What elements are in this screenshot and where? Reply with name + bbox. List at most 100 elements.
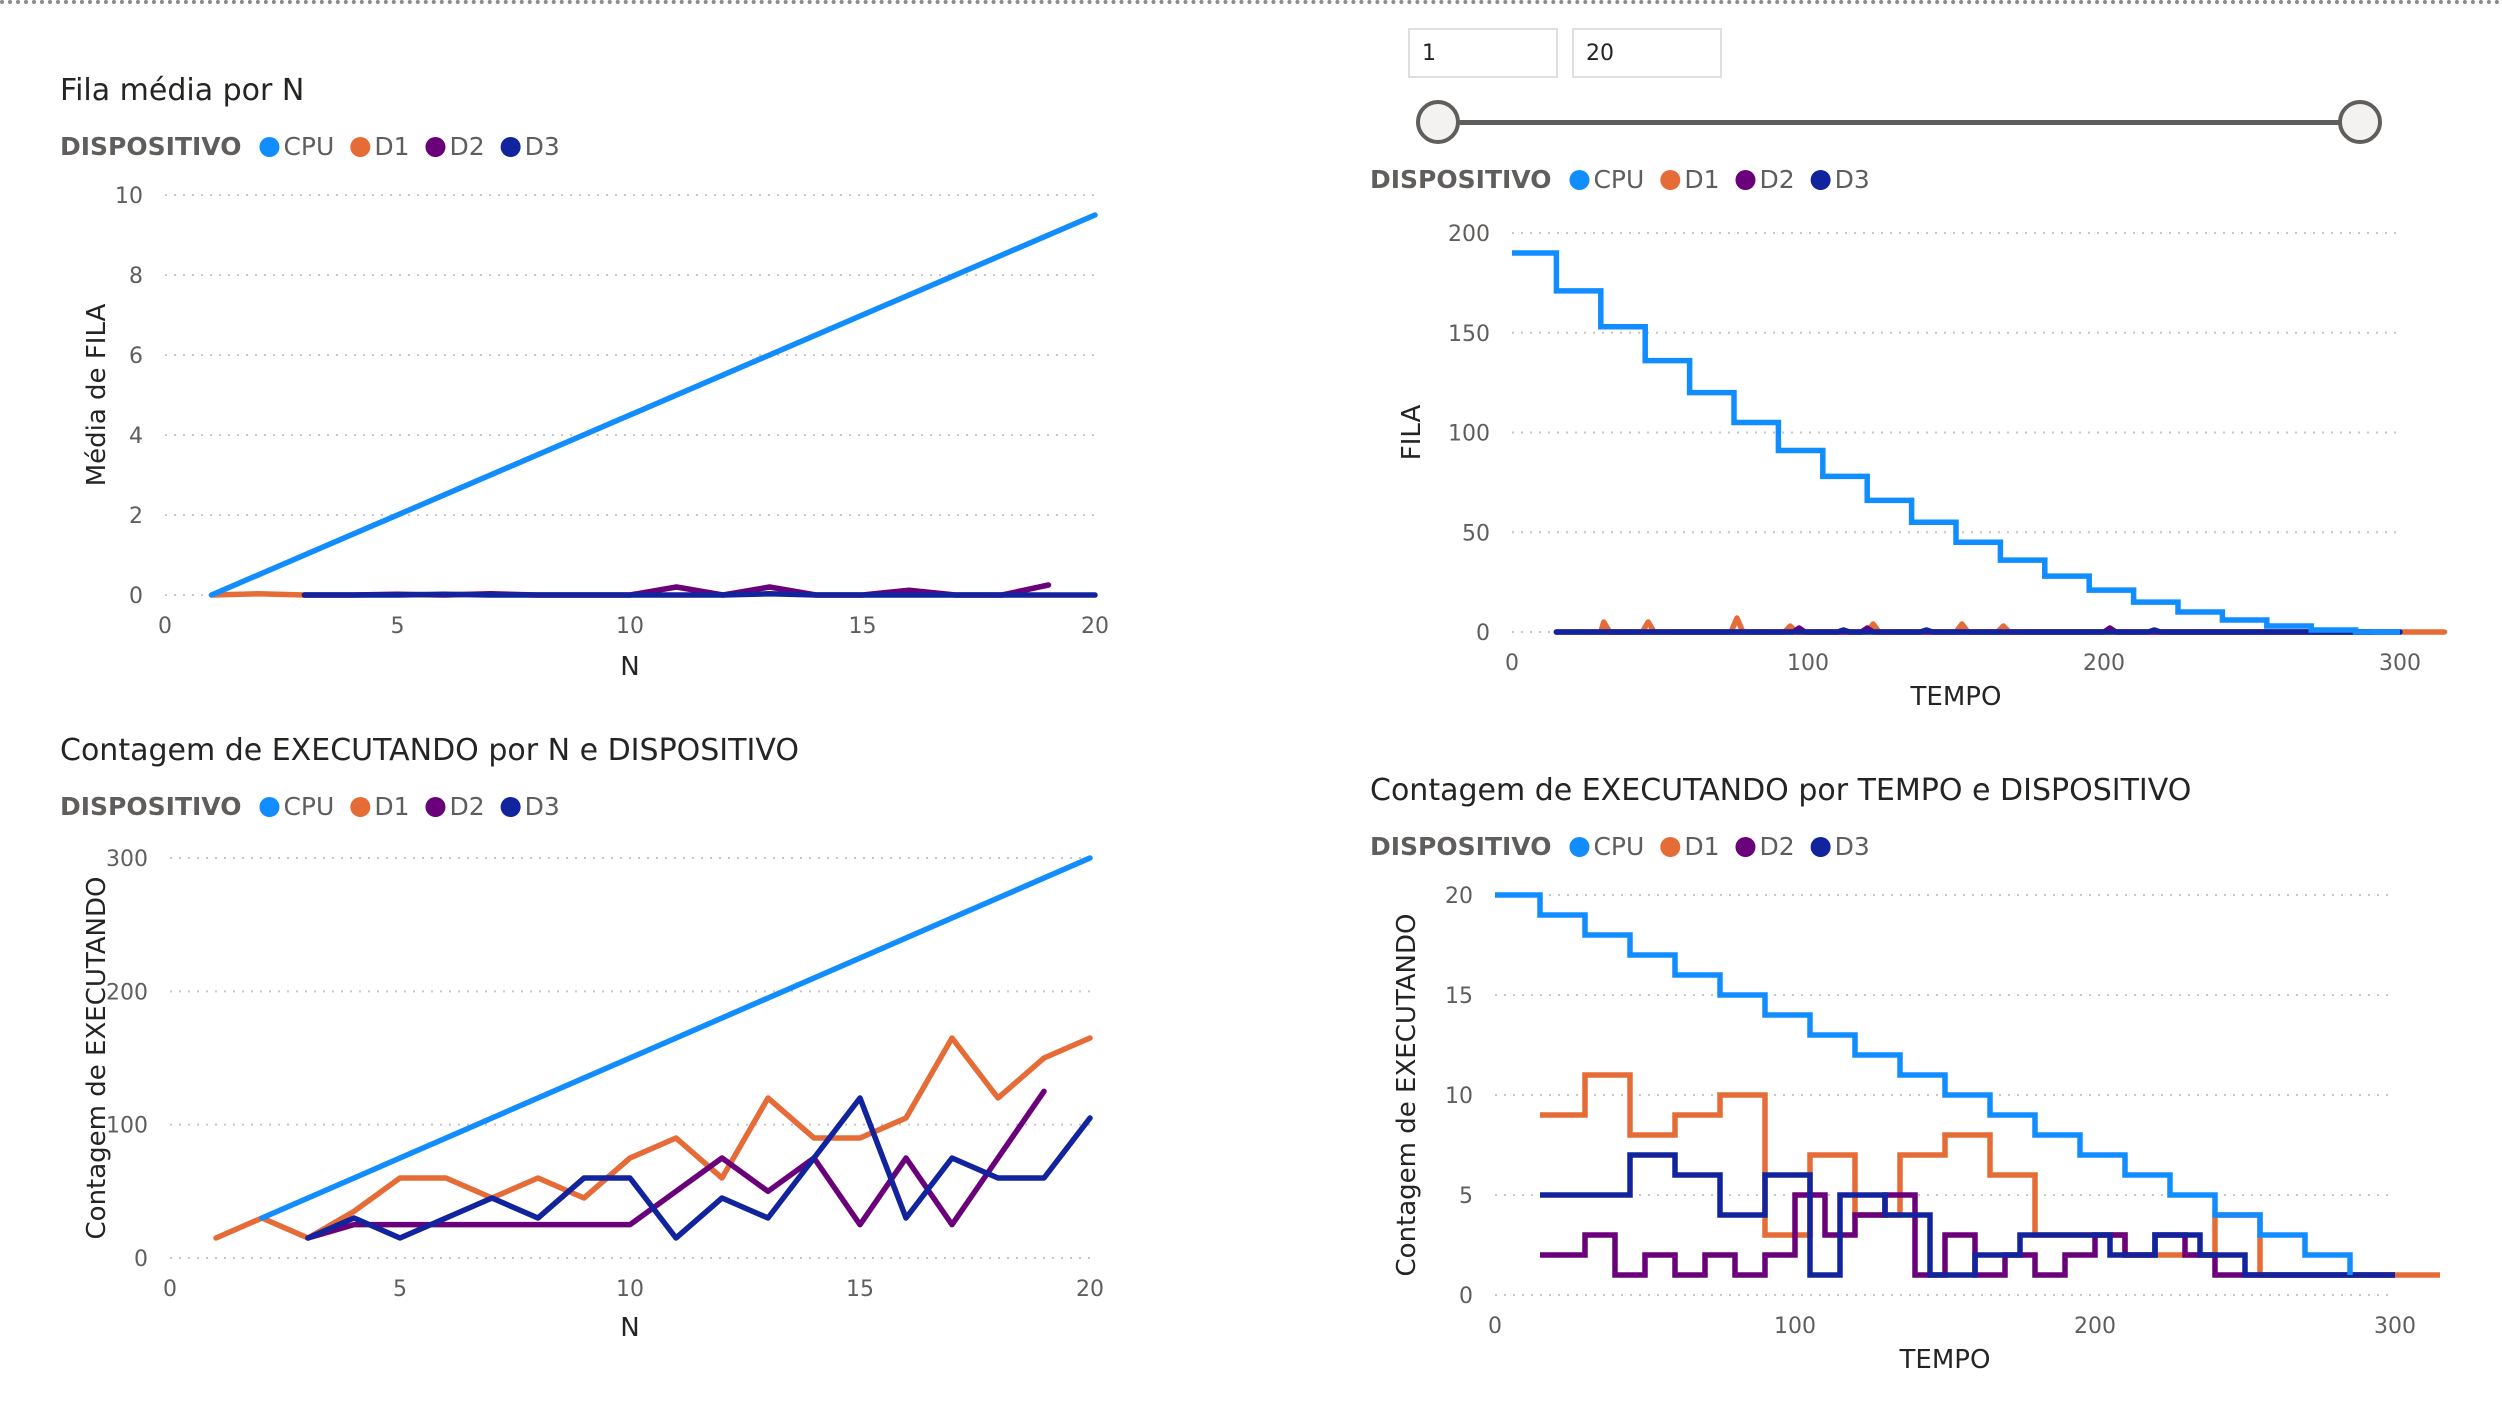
series-line-cpu[interactable] <box>1495 892 2353 1275</box>
legend-item-d2[interactable]: D2 <box>1759 832 1794 861</box>
series-line-d3[interactable] <box>301 591 1098 598</box>
legend-marker-cpu <box>1569 837 1590 857</box>
y-tick-label: 300 <box>106 847 148 872</box>
series-line-cpu[interactable] <box>1512 250 2400 635</box>
y-axis-title: Média de FILA <box>82 303 112 486</box>
chart-fila-media-por-n: Fila média por N DISPOSITIVO CPU D1 D2 D3 0 2 4 6… <box>60 55 1120 695</box>
y-tick-label: 15 <box>1445 984 1473 1009</box>
x-tick-label: 300 <box>2374 1314 2416 1339</box>
slicer-min-handle[interactable] <box>1416 100 1460 144</box>
y-tick-label: 2 <box>129 504 143 529</box>
legend-item-d3[interactable]: D3 <box>1835 165 1870 194</box>
x-tick-label: 10 <box>616 1277 644 1302</box>
y-tick-label: 6 <box>129 344 143 369</box>
chart-title: Fila média por N <box>60 73 304 108</box>
x-tick-label: 20 <box>1076 1277 1104 1302</box>
legend-marker-d3 <box>1810 837 1831 857</box>
y-tick-label: 8 <box>129 264 143 289</box>
slicer-max-input[interactable] <box>1572 28 1722 78</box>
legend-marker-d1 <box>350 797 371 817</box>
legend-marker-d2 <box>1735 170 1756 190</box>
x-tick-label: 0 <box>1505 651 1519 676</box>
legend-title: DISPOSITIVO <box>60 792 241 821</box>
slicer-min-input[interactable] <box>1408 28 1558 78</box>
y-tick-label: 4 <box>129 424 143 449</box>
legend-item-d2[interactable]: D2 <box>1759 165 1794 194</box>
series-line-d3[interactable] <box>1540 1152 2395 1278</box>
slicer-track[interactable] <box>1438 120 2362 125</box>
x-tick-label: 300 <box>2379 651 2421 676</box>
y-tick-label: 200 <box>106 980 148 1005</box>
legend-marker-d3 <box>500 797 521 817</box>
y-tick-label: 200 <box>1448 222 1490 247</box>
x-tick-label: 200 <box>2083 651 2125 676</box>
y-axis-title: Contagem de EXECUTANDO <box>82 877 112 1240</box>
legend-item-cpu[interactable]: CPU <box>1593 165 1644 194</box>
legend-title: DISPOSITIVO <box>1370 832 1551 861</box>
series-line-d1[interactable] <box>208 591 308 598</box>
legend-marker-d1 <box>1660 837 1681 857</box>
legend-item-d1[interactable]: D1 <box>374 792 409 821</box>
y-tick-label: 50 <box>1462 521 1490 546</box>
x-axis-title: TEMPO <box>1910 682 2002 712</box>
series-line-cpu[interactable] <box>208 212 1098 598</box>
x-axis-title: N <box>620 652 639 682</box>
legend-marker-cpu <box>1569 170 1590 190</box>
legend-marker-d3 <box>1810 170 1831 190</box>
series-line-d2[interactable] <box>305 1088 1047 1241</box>
x-tick-label: 0 <box>163 1277 177 1302</box>
legend-marker-d2 <box>1735 837 1756 857</box>
legend-item-d1[interactable]: D1 <box>1684 832 1719 861</box>
y-tick-label: 0 <box>1476 621 1490 646</box>
x-tick-label: 10 <box>616 614 644 639</box>
legend-item-cpu[interactable]: CPU <box>283 132 334 161</box>
legend-item-d3[interactable]: D3 <box>525 792 560 821</box>
x-tick-label: 15 <box>849 614 877 639</box>
series-line-d3[interactable] <box>1553 627 2403 635</box>
y-tick-label: 20 <box>1445 884 1473 909</box>
x-tick-label: 100 <box>1774 1314 1816 1339</box>
x-tick-label: 5 <box>393 1277 407 1302</box>
legend-marker-d3 <box>500 137 521 157</box>
contagem-executando-por-tempo-svg: Contagem de EXECUTANDO por TEMPO e DISPO… <box>1370 773 2440 1375</box>
y-axis-title: FILA <box>1397 405 1427 461</box>
x-tick-label: 5 <box>391 614 405 639</box>
y-tick-label: 150 <box>1448 322 1490 347</box>
legend-marker-cpu <box>259 137 280 157</box>
chart-fila-por-tempo: DISPOSITIVO CPU D1 D2 D3 0 50 100 150 200 0 100 200 3… <box>1370 150 2448 720</box>
legend-item-d1[interactable]: D1 <box>1684 165 1719 194</box>
x-tick-label: 100 <box>1787 651 1829 676</box>
series-line-d3[interactable] <box>305 1095 1093 1241</box>
legend-title: DISPOSITIVO <box>1370 165 1551 194</box>
x-axis-title: N <box>620 1313 639 1343</box>
y-tick-label: 0 <box>129 584 143 609</box>
legend-item-d2[interactable]: D2 <box>449 792 484 821</box>
y-tick-label: 0 <box>1459 1284 1473 1309</box>
legend-marker-d2 <box>425 137 446 157</box>
legend-title: DISPOSITIVO <box>60 132 241 161</box>
report-top-border <box>0 0 2502 4</box>
chart-contagem-executando-por-n: Contagem de EXECUTANDO por N e DISPOSITI… <box>60 720 1120 1360</box>
y-tick-label: 5 <box>1459 1184 1473 1209</box>
x-axis-title: TEMPO <box>1899 1345 1991 1375</box>
y-tick-label: 10 <box>115 184 143 209</box>
slicer-max-handle[interactable] <box>2338 100 2382 144</box>
y-tick-label: 10 <box>1445 1084 1473 1109</box>
legend-item-d3[interactable]: D3 <box>525 132 560 161</box>
chart-title: Contagem de EXECUTANDO por TEMPO e DISPO… <box>1370 773 2191 808</box>
chart-contagem-executando-por-tempo: Contagem de EXECUTANDO por TEMPO e DISPO… <box>1370 760 2440 1400</box>
legend-item-d1[interactable]: D1 <box>374 132 409 161</box>
chart-title: Contagem de EXECUTANDO por N e DISPOSITI… <box>60 733 799 768</box>
x-tick-label: 200 <box>2074 1314 2116 1339</box>
legend-item-d2[interactable]: D2 <box>449 132 484 161</box>
legend-item-cpu[interactable]: CPU <box>1593 832 1644 861</box>
series-line-d1[interactable] <box>213 1035 1093 1241</box>
x-tick-label: 15 <box>846 1277 874 1302</box>
legend-item-cpu[interactable]: CPU <box>283 792 334 821</box>
y-tick-label: 100 <box>1448 422 1490 447</box>
series-line-cpu[interactable] <box>259 855 1093 1221</box>
legend-marker-d1 <box>350 137 371 157</box>
legend-item-d3[interactable]: D3 <box>1835 832 1870 861</box>
tempo-range-slicer[interactable] <box>1400 28 2420 168</box>
x-tick-label: 0 <box>1488 1314 1502 1339</box>
